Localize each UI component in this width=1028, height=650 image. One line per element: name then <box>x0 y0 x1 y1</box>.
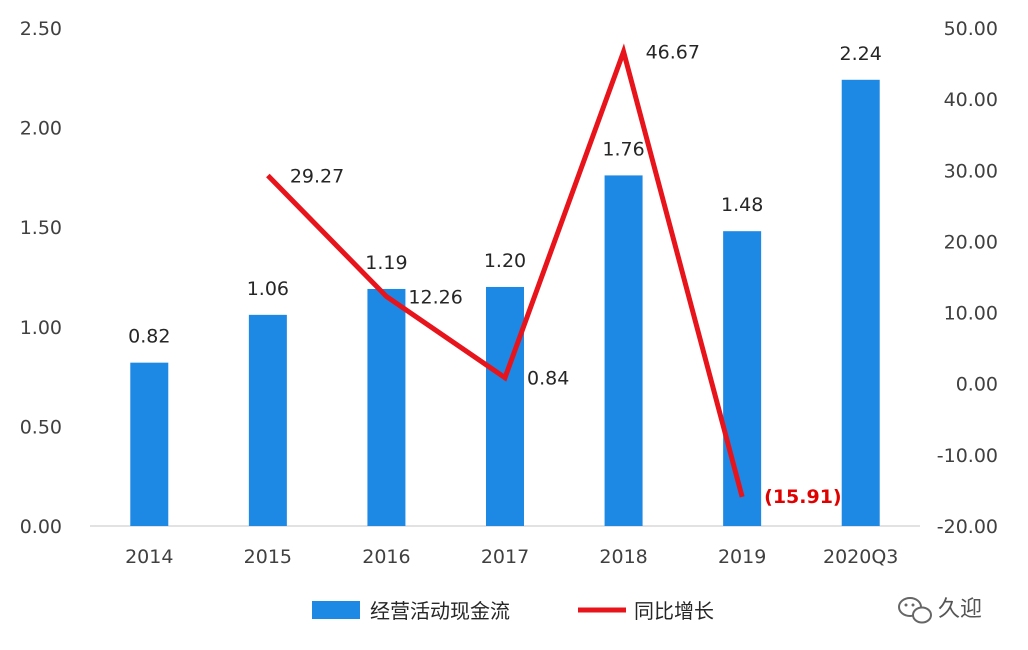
bar <box>130 362 169 526</box>
x-tick-label: 2019 <box>718 546 766 568</box>
y-left-tick-label: 2.50 <box>20 18 62 40</box>
wechat-icon <box>898 597 932 624</box>
line-data-label: 12.26 <box>408 286 462 308</box>
line-data-label: (15.91) <box>764 486 841 508</box>
bar <box>486 286 524 526</box>
y-left-tick-label: 1.00 <box>20 317 62 339</box>
y-right-tick-label: 30.00 <box>944 160 998 182</box>
bar-data-labels: 0.82 1.06 1.19 1.20 1.76 1.48 2.24 <box>128 43 882 348</box>
legend-label-bar: 经营活动现金流 <box>370 599 510 623</box>
line-series <box>266 43 745 498</box>
y-right-tick-label: -10.00 <box>937 445 998 467</box>
bar-series <box>130 79 880 527</box>
y-left-tick-label: 1.50 <box>20 217 62 239</box>
growth-line <box>266 43 745 498</box>
legend: 经营活动现金流 同比增长 <box>312 599 714 623</box>
bar-data-label: 2.24 <box>840 43 882 65</box>
bar <box>604 175 643 526</box>
bar-data-label: 1.76 <box>602 138 644 160</box>
legend-swatch-bar <box>312 601 360 619</box>
x-tick-label: 2017 <box>481 546 529 568</box>
line-data-label: 46.67 <box>646 42 700 64</box>
x-tick-label: 2016 <box>362 546 410 568</box>
line-data-label: 0.84 <box>527 368 569 390</box>
bar-data-label: 1.06 <box>247 278 289 300</box>
x-tick-label: 2018 <box>599 546 647 568</box>
y-left-tick-label: 0.50 <box>20 416 62 438</box>
watermark: 久迎 <box>898 597 982 624</box>
bar-data-label: 0.82 <box>128 326 170 348</box>
x-tick-label: 2014 <box>125 546 173 568</box>
line-data-label: 29.27 <box>290 165 344 187</box>
x-axis: 2014 2015 2016 2017 2018 2019 2020Q3 <box>125 546 898 568</box>
bar-data-label: 1.20 <box>484 250 526 272</box>
x-tick-label: 2020Q3 <box>823 546 898 568</box>
legend-label-line: 同比增长 <box>634 599 714 623</box>
bar-data-label: 1.48 <box>721 194 763 216</box>
y-right-tick-label: 40.00 <box>944 89 998 111</box>
y-left-tick-label: 2.00 <box>20 118 62 140</box>
y-right-axis: -20.00 -10.00 0.00 10.00 20.00 30.00 40.00 50.0… <box>937 18 998 538</box>
y-right-tick-label: 0.00 <box>956 374 998 396</box>
y-right-tick-label: 50.00 <box>944 18 998 40</box>
bar <box>367 288 406 526</box>
bar <box>723 231 762 526</box>
bar <box>248 314 287 526</box>
bar-data-label: 1.19 <box>365 252 407 274</box>
watermark-text: 久迎 <box>938 597 982 622</box>
y-right-tick-label: -20.00 <box>937 516 998 538</box>
x-tick-label: 2015 <box>244 546 292 568</box>
y-left-axis: 0.00 0.50 1.00 1.50 2.00 2.50 <box>20 18 62 538</box>
y-right-tick-label: 10.00 <box>944 303 998 325</box>
y-right-tick-label: 20.00 <box>944 231 998 253</box>
line-data-labels: 29.27 12.26 0.84 46.67 (15.91) <box>290 42 842 508</box>
bar <box>841 79 880 527</box>
y-left-tick-label: 0.00 <box>20 516 62 538</box>
